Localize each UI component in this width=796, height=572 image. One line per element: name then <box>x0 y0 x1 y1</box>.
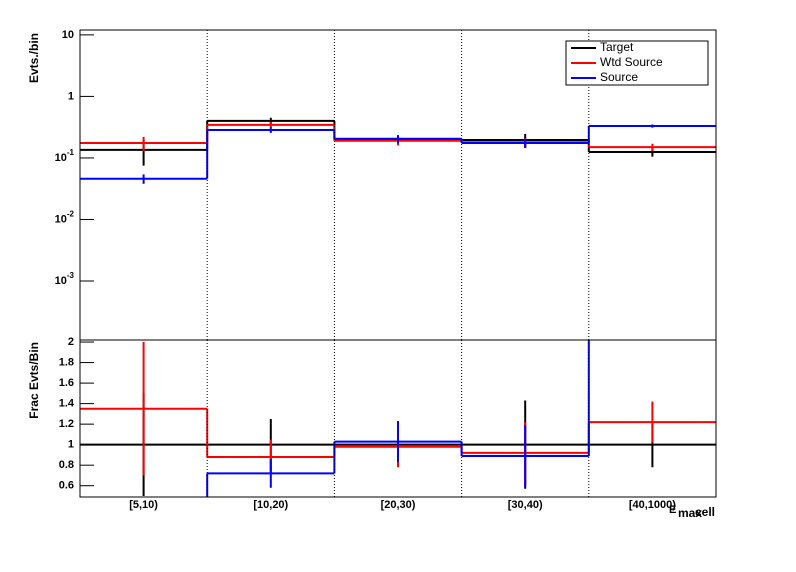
y-tick-label: 0.8 <box>59 459 74 471</box>
x-axis-label-sub: max <box>678 506 702 520</box>
ratio-plot <box>80 340 716 497</box>
legend-label: Target <box>600 40 634 54</box>
y-tick-label: 10 <box>62 29 74 41</box>
x-axis-label: E <box>669 504 676 516</box>
plot-frame <box>79 339 717 498</box>
x-tick-label: [30,40) <box>508 499 543 511</box>
y-tick-label: 1.8 <box>59 356 74 368</box>
x-tick-label: [10,20) <box>253 499 288 511</box>
y-tick-label: 1 <box>68 90 74 102</box>
y-axis-label: Frac Evts/Bin <box>27 342 41 419</box>
y-tick-label: 2 <box>68 336 74 348</box>
y-tick-label: 1.2 <box>59 418 74 430</box>
y-tick-label: 10-1 <box>55 148 75 164</box>
top-plot <box>80 117 716 184</box>
legend-label: Source <box>600 70 638 84</box>
y-tick-label: 1.6 <box>59 377 74 389</box>
x-tick-label: [5,10) <box>129 499 158 511</box>
x-tick-label: [20,30) <box>381 499 416 511</box>
y-tick-label: 1 <box>68 439 74 451</box>
x-axis-label-sup: cell <box>695 505 715 519</box>
y-tick-label: 0.6 <box>59 480 74 492</box>
x-tick-label: [40,1000) <box>629 499 676 511</box>
y-tick-label: 1.4 <box>59 398 75 410</box>
y-axis-label: Evts./bin <box>27 33 41 83</box>
y-tick-label: 10-3 <box>55 271 75 287</box>
legend-label: Wtd Source <box>600 55 663 69</box>
y-tick-label: 10-2 <box>55 210 75 226</box>
